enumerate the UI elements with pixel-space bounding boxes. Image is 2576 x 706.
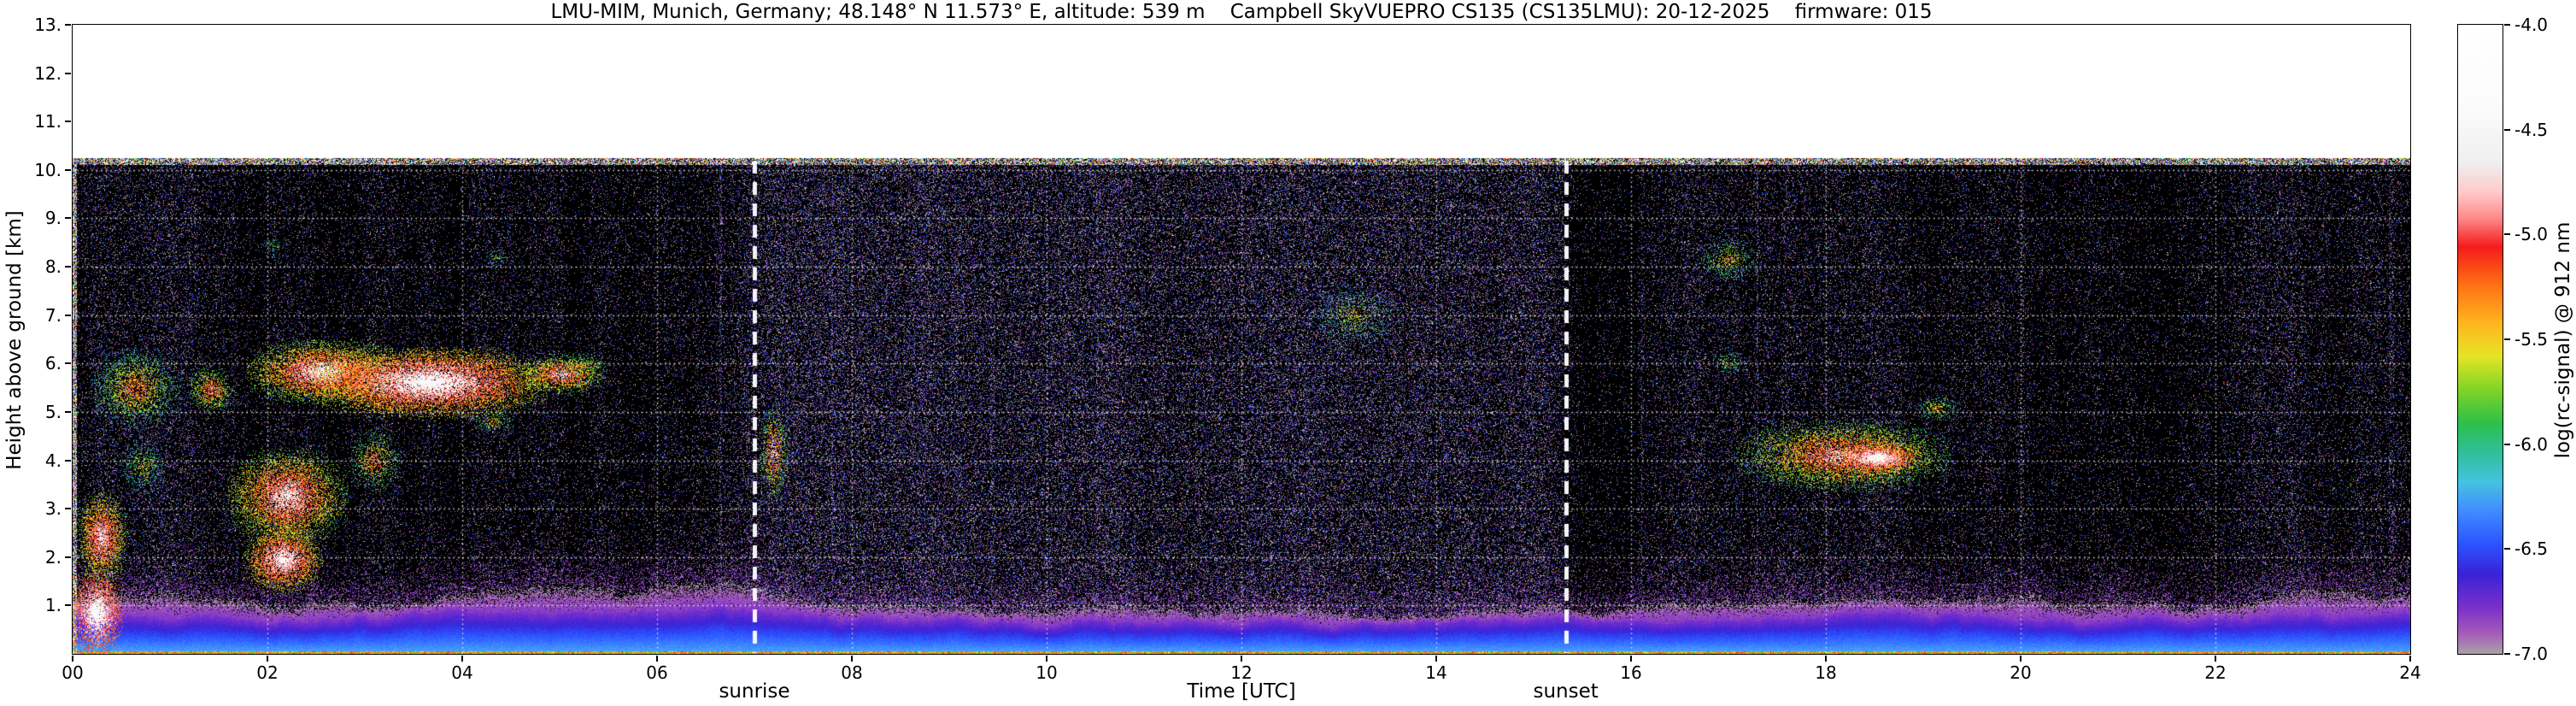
y-tick-label: 11. — [34, 111, 62, 132]
y-tick-label: 1. — [44, 595, 62, 616]
x-tick-mark — [1241, 656, 1242, 662]
plot-title: LMU-MIM, Munich, Germany; 48.148° N 11.5… — [550, 1, 1933, 23]
x-tick-mark — [267, 656, 268, 662]
colorbar-tick-mark — [2504, 233, 2510, 236]
y-tick-mark — [65, 459, 71, 462]
colorbar — [2457, 24, 2503, 655]
x-tick-mark — [1825, 656, 1827, 662]
y-tick-mark — [65, 168, 71, 171]
x-tick-label: 14 — [1425, 662, 1447, 683]
y-tick-mark — [65, 508, 71, 510]
x-tick-mark — [461, 656, 463, 662]
colorbar-tick-mark — [2504, 548, 2510, 550]
colorbar-tick-mark — [2504, 338, 2510, 340]
x-tick-label: 08 — [841, 662, 863, 683]
colorbar-tick-mark — [2504, 128, 2510, 131]
y-tick-label: 12. — [34, 62, 62, 84]
x-tick-mark — [1630, 656, 1632, 662]
colorbar-tick-label: -5.5 — [2514, 329, 2549, 350]
y-tick-label: 3. — [44, 498, 62, 520]
x-tick-label: 22 — [2204, 662, 2227, 683]
y-tick-label: 9. — [44, 208, 62, 229]
colorbar-tick-mark — [2504, 443, 2510, 445]
colorbar-gradient — [2458, 25, 2503, 654]
x-tick-label: 16 — [1620, 662, 1642, 683]
x-tick-mark — [656, 656, 658, 662]
colorbar-tick-label: -4.0 — [2514, 15, 2549, 35]
y-tick-label: 2. — [44, 546, 62, 568]
x-tick-label: 24 — [2399, 662, 2421, 683]
x-tick-label: 20 — [2010, 662, 2032, 683]
y-tick-mark — [65, 314, 71, 316]
y-tick-label: 4. — [44, 450, 62, 471]
y-tick-mark — [65, 121, 71, 123]
sunset-annotation-label: sunset — [1533, 680, 1599, 703]
y-tick-mark — [65, 604, 71, 607]
x-tick-mark — [1435, 656, 1437, 662]
x-tick-label: 06 — [646, 662, 668, 683]
y-tick-label: 13. — [34, 15, 62, 35]
y-tick-mark — [65, 410, 71, 413]
y-tick-label: 7. — [44, 304, 62, 326]
y-tick-label: 5. — [44, 401, 62, 422]
colorbar-tick-label: -7.0 — [2514, 644, 2549, 664]
colorbar-tick-label: -5.0 — [2514, 224, 2549, 245]
y-tick-mark — [65, 362, 71, 365]
colorbar-tick-label: -4.5 — [2514, 119, 2549, 140]
x-tick-mark — [851, 656, 853, 662]
x-tick-label: 10 — [1036, 662, 1058, 683]
x-tick-mark — [2020, 656, 2021, 662]
x-tick-label: 00 — [62, 662, 84, 683]
y-tick-label: 10. — [34, 159, 62, 180]
x-tick-label: 18 — [1815, 662, 1837, 683]
x-tick-label: 02 — [256, 662, 279, 683]
y-tick-label: 6. — [44, 353, 62, 374]
y-tick-mark — [65, 217, 71, 220]
colorbar-tick-mark — [2504, 653, 2510, 655]
colorbar-tick-label: -6.5 — [2514, 538, 2549, 560]
sunrise-annotation-label: sunrise — [719, 680, 790, 703]
x-axis-label: Time [UTC] — [1187, 680, 1296, 703]
heatmap-canvas — [73, 25, 2410, 654]
x-tick-label: 04 — [451, 662, 473, 683]
y-tick-label: 8. — [44, 256, 62, 278]
y-tick-mark — [65, 556, 71, 558]
x-tick-label: 12 — [1230, 662, 1253, 683]
x-tick-mark — [72, 656, 73, 662]
x-tick-mark — [1046, 656, 1047, 662]
x-tick-mark — [2215, 656, 2216, 662]
colorbar-tick-mark — [2504, 24, 2510, 26]
y-tick-mark — [65, 24, 71, 26]
colorbar-tick-label: -6.0 — [2514, 433, 2549, 455]
x-tick-mark — [2409, 656, 2411, 662]
y-tick-mark — [65, 72, 71, 74]
y-tick-mark — [65, 266, 71, 268]
